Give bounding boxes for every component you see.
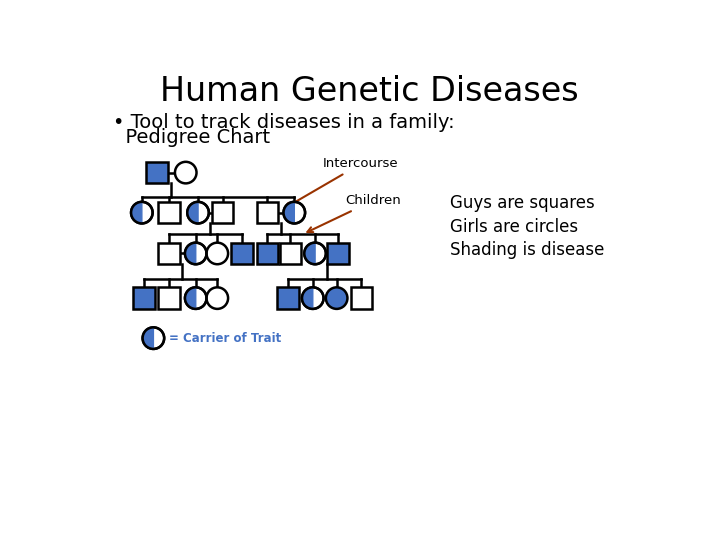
Text: Intercourse: Intercourse xyxy=(285,157,399,208)
Polygon shape xyxy=(284,202,294,224)
Polygon shape xyxy=(185,287,196,309)
Text: Children: Children xyxy=(307,194,401,232)
Circle shape xyxy=(305,242,326,264)
Circle shape xyxy=(175,162,197,184)
Bar xyxy=(146,162,168,184)
Bar xyxy=(279,242,301,264)
Text: • Tool to track diseases in a family:: • Tool to track diseases in a family: xyxy=(113,112,455,132)
Circle shape xyxy=(185,287,207,309)
Bar xyxy=(277,287,299,309)
Circle shape xyxy=(326,287,348,309)
Circle shape xyxy=(131,202,153,224)
Circle shape xyxy=(284,202,305,224)
Circle shape xyxy=(185,242,207,264)
Polygon shape xyxy=(143,327,153,349)
Text: Shading is disease: Shading is disease xyxy=(450,241,604,259)
Text: Human Genetic Diseases: Human Genetic Diseases xyxy=(160,75,578,108)
Circle shape xyxy=(302,287,323,309)
Polygon shape xyxy=(185,242,196,264)
Circle shape xyxy=(207,287,228,309)
Circle shape xyxy=(143,327,164,349)
Bar xyxy=(133,287,155,309)
Text: Pedigree Chart: Pedigree Chart xyxy=(113,128,271,147)
Bar xyxy=(256,202,278,224)
Bar xyxy=(158,242,179,264)
Bar xyxy=(351,287,372,309)
Polygon shape xyxy=(302,287,312,309)
Text: Guys are squares: Guys are squares xyxy=(450,194,595,212)
Polygon shape xyxy=(187,202,198,224)
Text: = Carrier of Trait: = Carrier of Trait xyxy=(168,332,281,345)
Text: Girls are circles: Girls are circles xyxy=(450,218,578,235)
Bar xyxy=(158,202,179,224)
Polygon shape xyxy=(131,202,142,224)
Bar xyxy=(158,287,179,309)
Bar xyxy=(328,242,349,264)
Bar xyxy=(256,242,278,264)
Bar xyxy=(231,242,253,264)
Bar xyxy=(212,202,233,224)
Circle shape xyxy=(187,202,209,224)
Polygon shape xyxy=(305,242,315,264)
Circle shape xyxy=(207,242,228,264)
